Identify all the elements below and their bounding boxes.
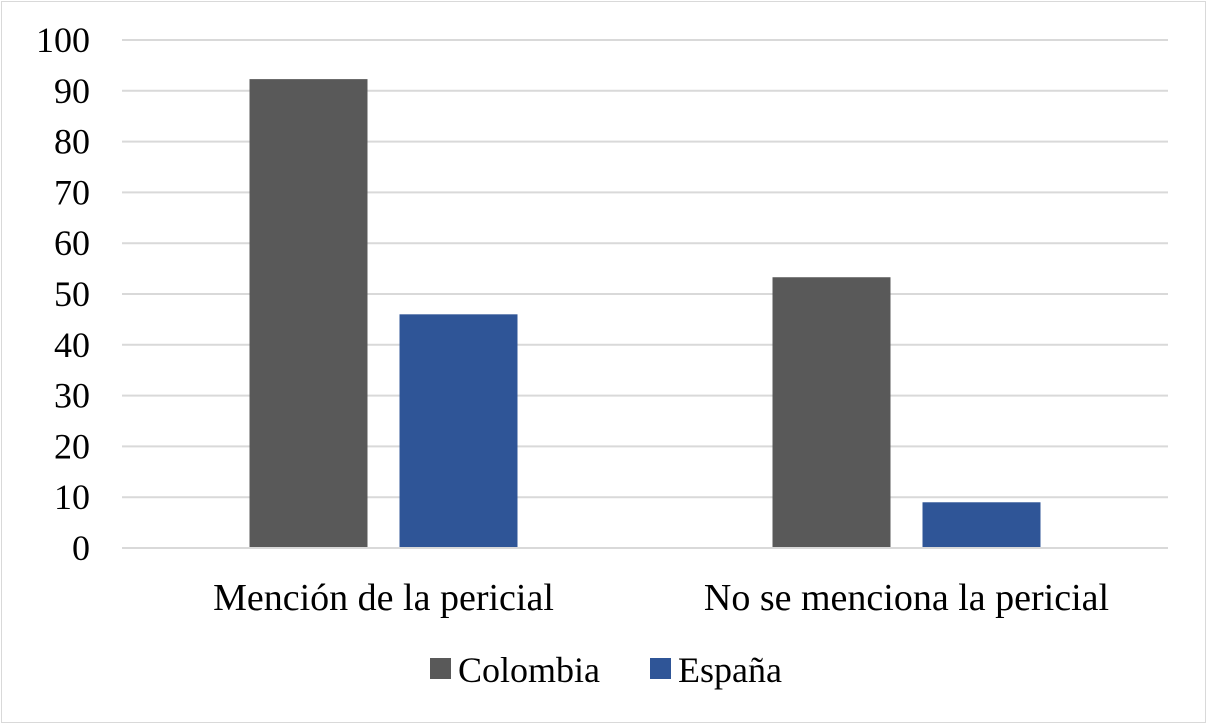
bar-espana-2 (922, 502, 1041, 548)
legend: Colombia España (430, 650, 782, 690)
y-tick-label: 0 (72, 528, 90, 568)
y-tick-label: 80 (54, 122, 90, 162)
category-label: No se menciona la pericial (704, 577, 1109, 619)
y-tick-label: 100 (36, 20, 90, 60)
y-tick-label: 30 (54, 376, 90, 416)
y-tick-label: 10 (54, 477, 90, 517)
y-tick-label: 40 (54, 325, 90, 365)
y-tick-label: 50 (54, 274, 90, 314)
y-tick-label: 20 (54, 426, 90, 466)
bar-colombia-2 (772, 277, 891, 548)
y-axis-ticks: 0 10 20 30 40 50 60 70 80 90 100 (36, 20, 90, 568)
bars (249, 79, 1041, 548)
category-label: Mención de la pericial (213, 577, 554, 619)
legend-label-espana: España (678, 650, 782, 690)
y-tick-label: 60 (54, 223, 90, 263)
legend-swatch-espana (650, 658, 671, 679)
category-labels: Mención de la pericial No se menciona la … (213, 577, 1109, 619)
legend-swatch-colombia (430, 658, 451, 679)
y-tick-label: 90 (54, 71, 90, 111)
bar-espana-1 (399, 314, 518, 548)
y-tick-label: 70 (54, 172, 90, 212)
legend-label-colombia: Colombia (458, 650, 600, 690)
bar-colombia-1 (249, 79, 368, 548)
